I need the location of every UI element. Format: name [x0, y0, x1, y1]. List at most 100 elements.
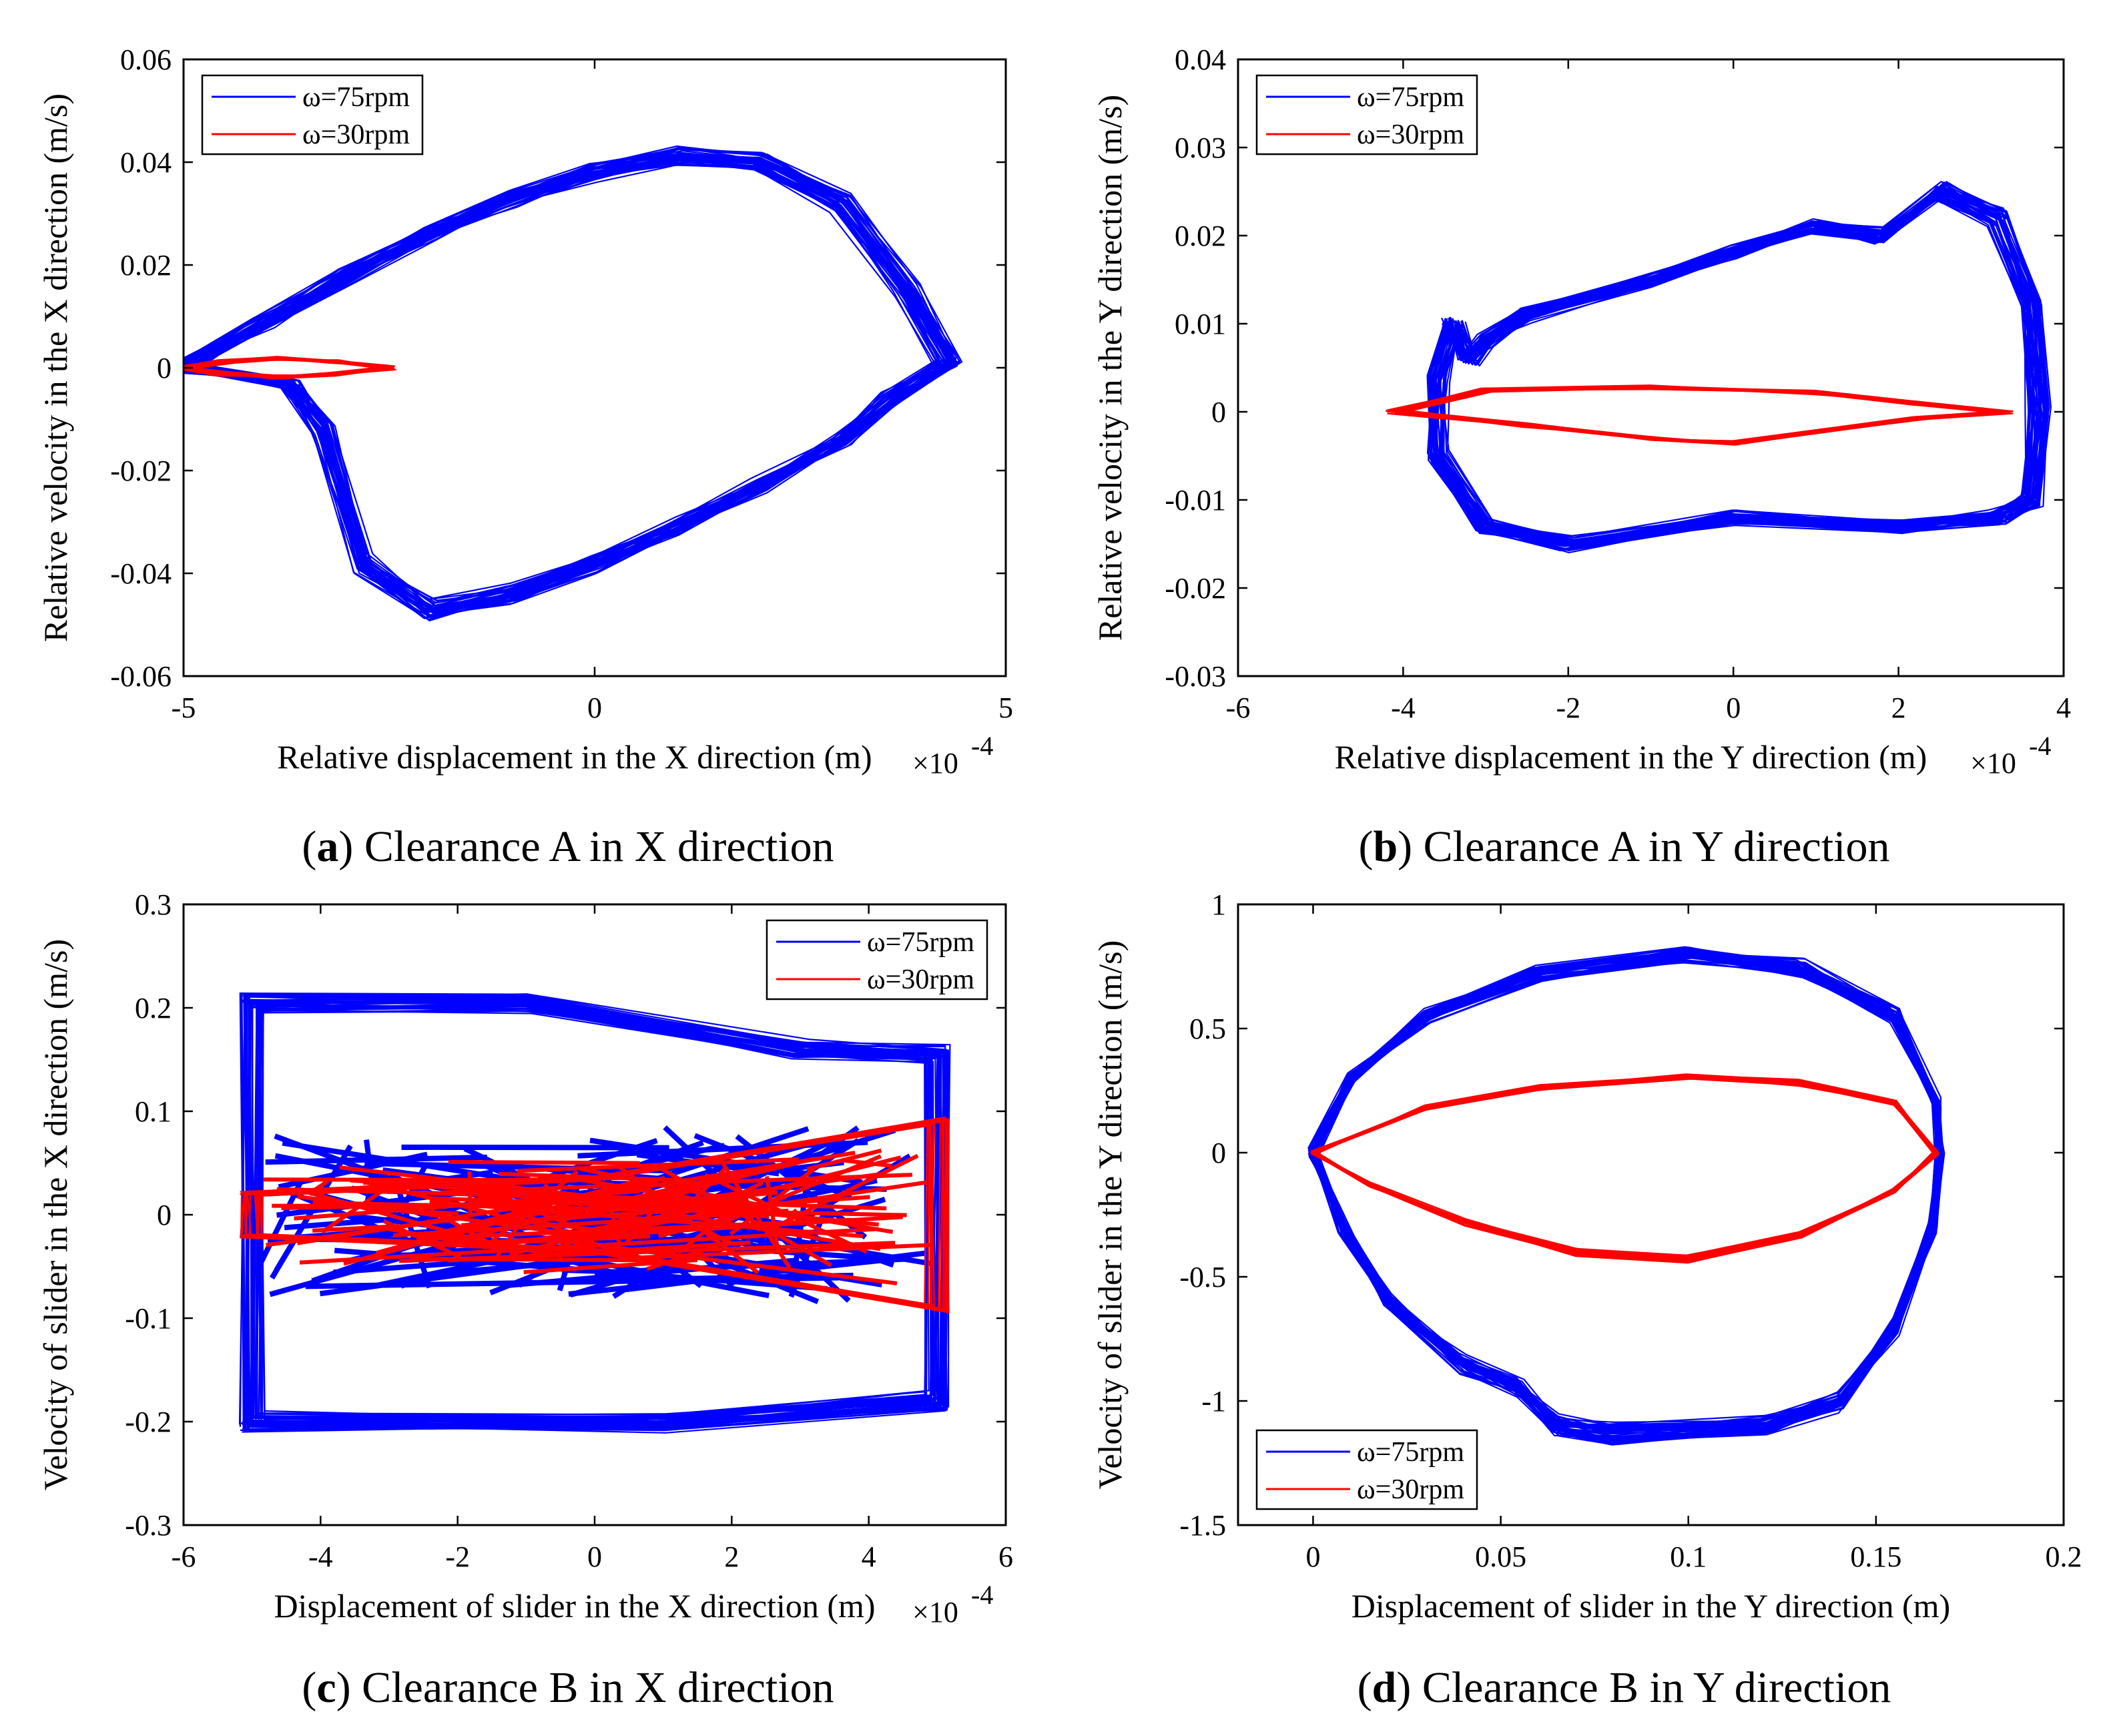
series-line-d-0-21 — [1308, 946, 1939, 1439]
legend-label-a-1: ω=30rpm — [302, 119, 410, 150]
series-line-d-1-13 — [1312, 1075, 1939, 1262]
series-line-c-0-36 — [256, 1009, 930, 1422]
series-line-d-0-2 — [1312, 946, 1945, 1442]
series-line-b-0-4 — [1430, 185, 2038, 543]
axes-frame-b — [1237, 58, 2065, 677]
legend-label-c-1: ω=30rpm — [867, 964, 974, 995]
legend-label-d-0: ω=75rpm — [1357, 1437, 1464, 1468]
series-line-b-0-39 — [1430, 188, 2048, 551]
x-axis-label-a: Relative displacement in the X direction… — [277, 731, 993, 780]
series-line-b-0-32 — [1433, 186, 2036, 542]
y-tick-label-a-0: -0.06 — [110, 660, 172, 693]
plot-area-a: -5 0 5-0.06-0.04-0.0200.020.040.06ω=75rpmω… — [110, 43, 1013, 724]
series-line-a-0-4 — [191, 164, 942, 601]
series-line-d-1-1 — [1310, 1075, 1939, 1262]
series-line-d-1-16 — [1313, 1077, 1937, 1260]
caption-letter-d: d — [1372, 1663, 1397, 1712]
x-tick-label-c-4: 2 — [724, 1540, 739, 1573]
y-tick-label-b-3: 0 — [1211, 396, 1226, 428]
series-line-a-0-24 — [190, 154, 940, 611]
legend-box-a — [201, 74, 424, 156]
series-line-d-0-7 — [1309, 951, 1942, 1430]
x-axis-title-b: Relative displacement in the Y direction… — [1335, 738, 1927, 776]
band-stroke-c-1-71 — [483, 1180, 928, 1249]
x-axis-title-d: Displacement of slider in the Y directio… — [1351, 1587, 1950, 1625]
band-stroke-c-1-56 — [707, 1154, 882, 1231]
series-line-b-0-7 — [1430, 184, 2050, 551]
x-multiplier-c: ×10 — [912, 1596, 958, 1629]
band-stroke-c-1-65 — [310, 1181, 394, 1196]
y-tick-label-d-2: -0.5 — [1179, 1261, 1226, 1293]
caption-letter-b: b — [1373, 822, 1398, 871]
series-group-d — [1307, 946, 1945, 1446]
legend-box-d — [1255, 1429, 1478, 1510]
y-tick-label-d-3: 0 — [1211, 1137, 1226, 1169]
series-line-d-0-15 — [1309, 953, 1942, 1426]
x-axis-label-b: Relative displacement in the Y direction… — [1335, 731, 2052, 780]
y-tick-label-a-1: -0.04 — [110, 557, 172, 590]
series-line-b-0-38 — [1439, 200, 2036, 547]
panel-c: -6 -4 -2 0 2 4 6-0.3-0.2-0.100.10.20.3ω=75rpmω… — [37, 888, 1013, 1712]
y-tick-label-c-0: -0.3 — [125, 1509, 172, 1542]
band-stroke-c-1-73 — [448, 1240, 751, 1263]
caption-c: (c) Clearance B in X direction — [302, 1663, 834, 1712]
series-line-b-0-25 — [1426, 187, 2048, 551]
y-tick-label-b-0: -0.03 — [1165, 660, 1226, 693]
x-axis-label-c: Displacement of slider in the X directio… — [274, 1580, 993, 1629]
y-tick-label-c-5: 0.2 — [135, 992, 172, 1025]
series-line-c-0-29 — [253, 996, 941, 1419]
legend-a: ω=75rpm ω=30rpm — [201, 74, 424, 156]
x-axis-title-a: Relative displacement in the X direction… — [277, 738, 872, 776]
series-line-c-0-38 — [246, 996, 940, 1424]
y-tick-label-d-0: -1.5 — [1179, 1509, 1226, 1542]
series-line-b-0-31 — [1430, 181, 2042, 550]
series-line-a-0-35 — [190, 158, 945, 609]
x-tick-label-d-3: 0.15 — [1850, 1540, 1901, 1573]
series-line-b-1-3 — [1399, 386, 2005, 445]
series-line-d-0-33 — [1311, 955, 1939, 1430]
y-tick-label-c-3: 0 — [157, 1199, 172, 1231]
series-line-d-0-30 — [1309, 952, 1937, 1430]
band-stroke-c-1-82 — [266, 1216, 463, 1247]
series-line-d-1-0 — [1314, 1074, 1937, 1259]
series-line-c-0-35 — [249, 998, 940, 1420]
y-axis-title-b: Relative velocity in the Y direction (m/… — [1091, 95, 1129, 641]
legend-label-d-1: ω=30rpm — [1357, 1474, 1464, 1505]
legend-box-b — [1255, 74, 1478, 156]
series-line-b-1-5 — [1400, 386, 2004, 444]
caption-b: (b) Clearance A in Y direction — [1358, 822, 1889, 871]
x-exponent-a: -4 — [971, 731, 993, 761]
caption-text-d: ) Clearance B in Y direction — [1396, 1663, 1891, 1712]
band-stroke-c-1-81 — [558, 1157, 816, 1223]
y-tick-label-b-1: -0.02 — [1165, 572, 1226, 605]
band-stroke-c-1-70 — [392, 1208, 789, 1238]
series-line-b-1-12 — [1397, 386, 2004, 445]
series-line-d-0-24 — [1313, 947, 1943, 1436]
series-line-b-0-3 — [1439, 192, 2033, 538]
band-stroke-c-1-41 — [362, 1175, 625, 1185]
panel-d: 0 0.05 0.1 0.15 0.2 -1.5 -1 -0.5 0 0.5 1 ω=75rpm ω=3… — [1091, 888, 2082, 1712]
series-line-d-1-5 — [1311, 1075, 1939, 1257]
band-stroke-c-0-48 — [265, 1154, 487, 1165]
series-line-d-1-9 — [1311, 1075, 1936, 1256]
series-line-d-1-3 — [1311, 1074, 1939, 1263]
series-line-d-1-17 — [1311, 1078, 1937, 1257]
legend-d: ω=75rpm ω=30rpm — [1255, 1429, 1478, 1510]
band-stroke-c-1-83 — [442, 1234, 563, 1259]
series-group-a — [184, 145, 963, 621]
series-line-b-0-36 — [1439, 200, 2036, 541]
x-tick-label-c-2: -2 — [445, 1540, 470, 1573]
series-line-d-1-11 — [1311, 1073, 1935, 1259]
series-line-b-0-5 — [1437, 190, 2031, 537]
series-line-b-0-29 — [1430, 181, 2048, 544]
x-tick-label-d-1: 0.05 — [1475, 1540, 1526, 1573]
series-line-a-0-38 — [184, 151, 963, 621]
x-tick-label-a-0: -5 — [172, 691, 196, 724]
legend-c: ω=75rpm ω=30rpm — [766, 919, 988, 1000]
series-line-d-0-10 — [1308, 953, 1944, 1433]
series-line-b-1-13 — [1394, 387, 2008, 442]
series-line-a-0-19 — [196, 158, 935, 599]
band-stroke-c-1-50 — [523, 1257, 697, 1275]
band-stroke-c-1-89 — [461, 1195, 870, 1227]
x-multiplier-a: ×10 — [912, 747, 958, 780]
